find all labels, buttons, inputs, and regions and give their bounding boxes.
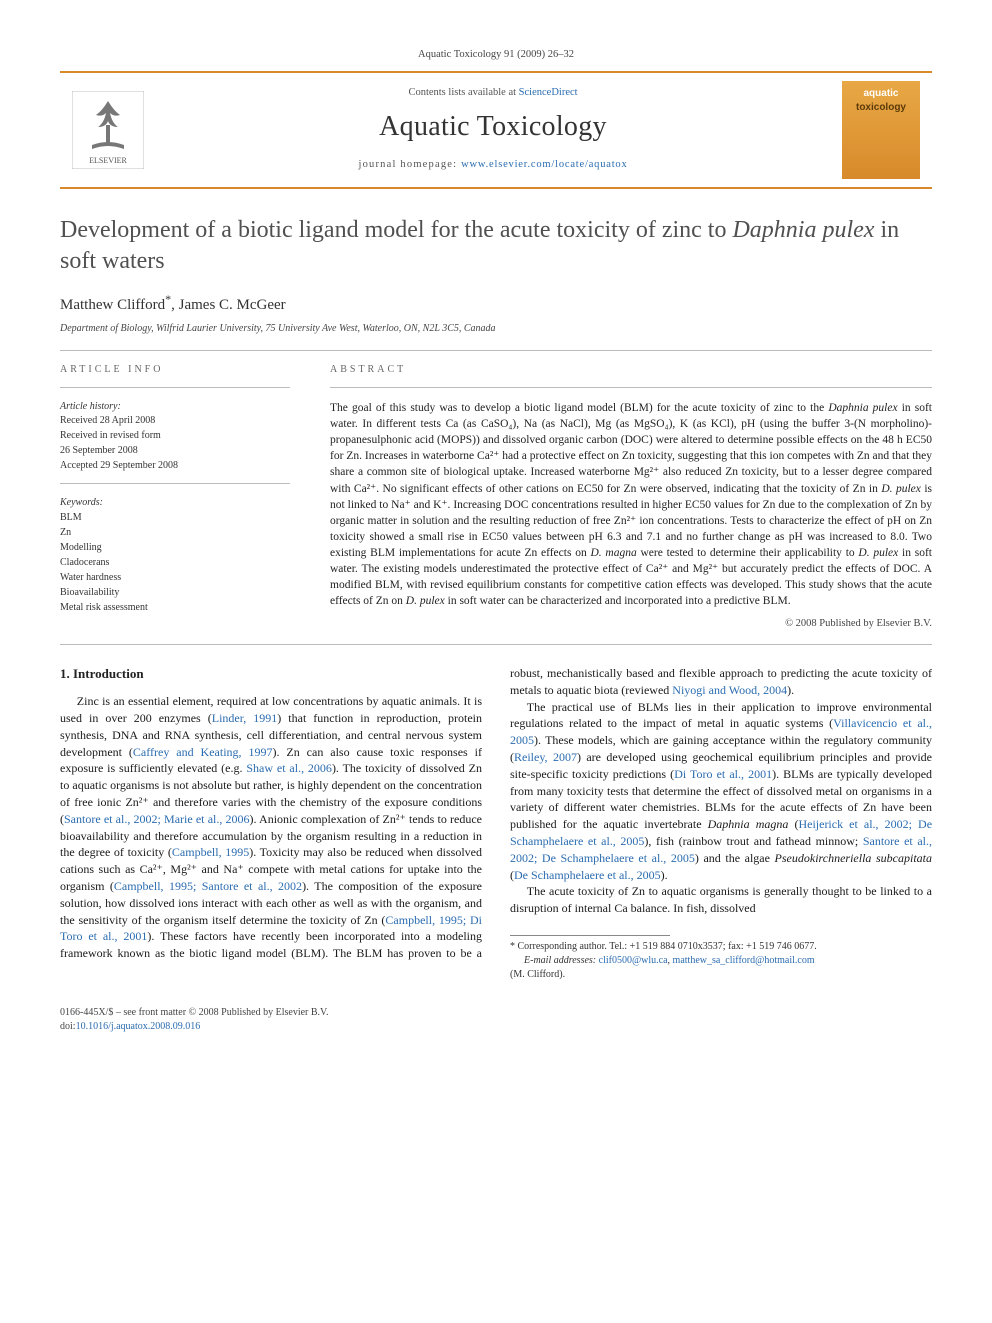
text-seg: ), fish (rainbow trout and fathead minno… [644, 834, 862, 848]
abstract-label: ABSTRACT [330, 363, 932, 377]
citation-link[interactable]: Di Toro et al., 2001 [674, 767, 772, 781]
doi-link[interactable]: 10.1016/j.aquatox.2008.09.016 [76, 1021, 201, 1032]
journal-title: Aquatic Toxicology [158, 107, 828, 146]
author-1: Matthew Clifford [60, 297, 165, 313]
citation-link[interactable]: Linder, 1991 [212, 711, 278, 725]
intro-paragraph-2: The practical use of BLMs lies in their … [510, 699, 932, 884]
citation-link[interactable]: De Schamphelaere et al., 2005 [514, 868, 661, 882]
cover-word-2: toxicology [856, 101, 906, 115]
doi-line: doi:10.1016/j.aquatox.2008.09.016 [60, 1020, 329, 1034]
keyword: Metal risk assessment [60, 601, 290, 615]
history-head: Article history: [60, 400, 290, 414]
keyword: Cladocerans [60, 556, 290, 570]
meta-row: ARTICLE INFO Article history: Received 2… [60, 363, 932, 632]
cover-word-1: aquatic [863, 87, 898, 101]
front-matter-line: 0166-445X/$ – see front matter © 2008 Pu… [60, 1006, 329, 1020]
species-name: Pseudokirchneriella subcapitata [775, 851, 932, 865]
history-revised-2: 26 September 2008 [60, 444, 290, 458]
homepage-prefix: journal homepage: [358, 159, 461, 170]
abs-seg: The goal of this study was to develop a … [330, 402, 828, 414]
history-received: Received 28 April 2008 [60, 414, 290, 428]
publisher-name: ELSEVIER [89, 156, 127, 165]
abs-seg: in soft water can be characterized and i… [445, 595, 791, 607]
abstract-copyright: © 2008 Published by Elsevier B.V. [330, 617, 932, 632]
keyword: Water hardness [60, 571, 290, 585]
journal-homepage-link[interactable]: www.elsevier.com/locate/aquatox [461, 159, 627, 170]
journal-cover-thumbnail: aquatic toxicology [842, 81, 920, 179]
footer-left: 0166-445X/$ – see front matter © 2008 Pu… [60, 1006, 329, 1034]
citation-link[interactable]: Shaw et al., 2006 [246, 761, 332, 775]
abs-species: Daphnia pulex [828, 402, 897, 414]
title-part-1: Development of a biotic ligand model for… [60, 217, 732, 243]
title-species: Daphnia pulex [732, 217, 874, 243]
abstract-block: ABSTRACT The goal of this study was to d… [330, 363, 932, 632]
citation-link[interactable]: Niyogi and Wood, 2004 [672, 683, 787, 697]
contents-prefix: Contents lists available at [408, 87, 518, 98]
abs-species: D. pulex [406, 595, 445, 607]
keyword: Bioavailability [60, 586, 290, 600]
divider-abs [330, 387, 932, 388]
citation-link[interactable]: Campbell, 1995; Santore et al., 2002 [114, 879, 302, 893]
footnotes: * Corresponding author. Tel.: +1 519 884… [510, 940, 932, 982]
text-seg: ) and the algae [695, 851, 775, 865]
section-heading-introduction: 1. Introduction [60, 665, 482, 683]
citation-link[interactable]: Reiley, 2007 [514, 750, 577, 764]
abs-seg: were tested to determine their applicabi… [637, 547, 859, 559]
email-link-2[interactable]: matthew_sa_clifford@hotmail.com [673, 955, 815, 966]
email-attribution: (M. Clifford). [510, 968, 932, 982]
journal-reference: Aquatic Toxicology 91 (2009) 26–32 [60, 48, 932, 63]
text-seg: The acute toxicity of Zn to aquatic orga… [510, 884, 932, 915]
abs-species: D. pulex [881, 483, 921, 495]
intro-paragraph-3: The acute toxicity of Zn to aquatic orga… [510, 883, 932, 917]
divider-kw [60, 483, 290, 484]
abs-seg: in soft water. In different tests Ca (as… [330, 402, 932, 494]
corresponding-author-note: * Corresponding author. Tel.: +1 519 884… [510, 940, 932, 954]
text-seg: ). [787, 683, 794, 697]
sciencedirect-link[interactable]: ScienceDirect [519, 87, 578, 98]
doi-prefix: doi: [60, 1021, 76, 1032]
article-title: Development of a biotic ligand model for… [60, 215, 932, 277]
divider-info [60, 387, 290, 388]
citation-link[interactable]: Campbell, 1995 [172, 845, 249, 859]
affiliation: Department of Biology, Wilfrid Laurier U… [60, 322, 932, 336]
email-link-1[interactable]: clif0500@wlu.ca [599, 955, 668, 966]
history-revised-1: Received in revised form [60, 429, 290, 443]
email-label: E-mail addresses: [524, 955, 596, 966]
divider-top [60, 350, 932, 351]
page-footer: 0166-445X/$ – see front matter © 2008 Pu… [60, 1006, 932, 1034]
email-line: E-mail addresses: clif0500@wlu.ca, matth… [510, 954, 932, 968]
species-name: Daphnia magna [708, 817, 789, 831]
keyword: BLM [60, 511, 290, 525]
body-columns: 1. Introduction Zinc is an essential ele… [60, 665, 932, 982]
contents-available-line: Contents lists available at ScienceDirec… [158, 86, 828, 101]
elsevier-tree-logo: ELSEVIER [72, 91, 144, 169]
keywords-head: Keywords: [60, 496, 290, 510]
keyword: Zn [60, 526, 290, 540]
keyword: Modelling [60, 541, 290, 555]
text-seg: ( [788, 817, 798, 831]
abs-species: D. pulex [858, 547, 898, 559]
text-seg: ). [661, 868, 668, 882]
history-accepted: Accepted 29 September 2008 [60, 459, 290, 473]
citation-link[interactable]: Santore et al., 2002; Marie et al., 2006 [64, 812, 250, 826]
footnote-rule [510, 935, 670, 936]
abs-species: D. magna [590, 547, 636, 559]
authors-line: Matthew Clifford*, James C. McGeer [60, 291, 932, 316]
divider-bottom [60, 644, 932, 645]
masthead: ELSEVIER Contents lists available at Sci… [60, 71, 932, 189]
masthead-center: Contents lists available at ScienceDirec… [158, 86, 828, 173]
citation-link[interactable]: Caffrey and Keating, 1997 [133, 745, 273, 759]
homepage-line: journal homepage: www.elsevier.com/locat… [158, 158, 828, 173]
author-2: James C. McGeer [179, 297, 286, 313]
corresponding-mark: * [165, 292, 171, 306]
abstract-text: The goal of this study was to develop a … [330, 400, 932, 609]
article-info-label: ARTICLE INFO [60, 363, 290, 377]
article-info-block: ARTICLE INFO Article history: Received 2… [60, 363, 290, 632]
